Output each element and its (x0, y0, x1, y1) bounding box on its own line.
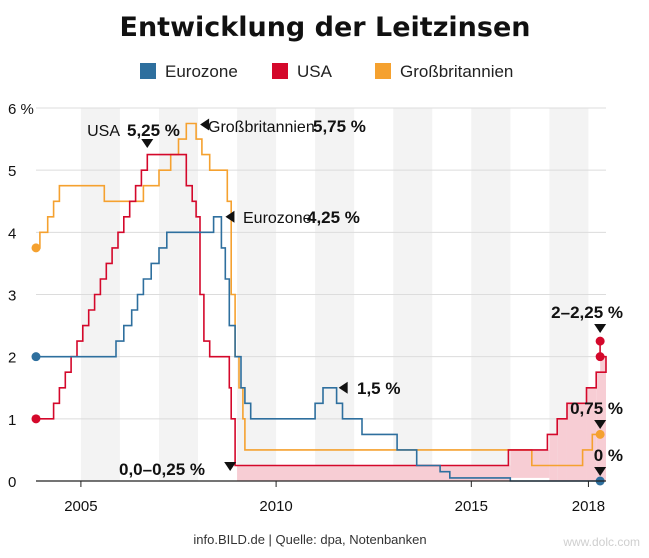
annotation-usa-low-value: 0,0–0,25 % (119, 460, 205, 479)
y-tick-label: 5 (8, 163, 16, 180)
series-marker-2 (595, 429, 605, 439)
annotation-usa-peak-value: 5,25 % (127, 121, 180, 140)
spread-segment (586, 387, 597, 481)
annotation-ez-2011-value: 1,5 % (357, 379, 400, 398)
y-tick-label: 1 (8, 412, 16, 429)
annotation-ez-peak-label: Eurozone (243, 210, 312, 227)
spread-segment (600, 356, 606, 481)
x-tick-label: 2005 (64, 498, 97, 515)
legend-swatch-1 (272, 63, 288, 79)
series-line-großbritannien (36, 122, 601, 467)
legend-label-1: USA (297, 62, 333, 81)
series-line-eurozone (36, 216, 601, 482)
legend-swatch-2 (375, 63, 391, 79)
y-tick-label: 0 (8, 474, 16, 491)
spread-segment (549, 434, 558, 481)
legend-label-0: Eurozone (165, 62, 238, 81)
series-marker-2 (31, 243, 41, 253)
gridlines: 0 1 2 3 4 5 6 % (8, 101, 606, 491)
y-tick-label: 4 (8, 225, 16, 242)
spread-segment (237, 465, 511, 481)
chart-title: Entwicklung der Leitzinsen (120, 12, 531, 43)
annotation-ez-peak-value: 4,25 % (307, 208, 360, 227)
annotation-arrow (594, 467, 607, 476)
series-marker-1 (31, 414, 41, 424)
x-tick-label: 2010 (259, 498, 292, 515)
series-marker-1 (595, 352, 605, 362)
annotation-arrow (594, 420, 607, 429)
watermark: www.dolc.com (562, 535, 640, 549)
y-tick-label: 6 % (8, 101, 34, 118)
y-tick-label: 3 (8, 288, 16, 305)
legend-label-2: Großbritannien (400, 62, 513, 81)
series-markers (31, 243, 605, 486)
spread-segment (566, 403, 587, 481)
annotation-ez-now-value: 0 % (594, 446, 623, 465)
x-tick-label: 2015 (455, 498, 488, 515)
annotation-gb-now-value: 0,75 % (570, 399, 623, 418)
series-line-usa (36, 153, 607, 467)
spread-segment (557, 418, 567, 481)
annotation-gb-peak-value: 5,75 % (313, 117, 366, 136)
spread-segment (510, 449, 550, 478)
legend-swatch-0 (140, 63, 156, 79)
series-marker-1 (595, 336, 605, 346)
series-marker-0 (31, 352, 41, 362)
annotation-arrow (141, 139, 154, 148)
annotation-arrow (594, 324, 607, 333)
axes: 2005 2010 2015 2018 (36, 480, 606, 515)
annotation-arrow (224, 462, 237, 471)
x-tick-label: 2018 (572, 498, 605, 515)
annotation-arrow (225, 210, 235, 223)
y-tick-label: 2 (8, 350, 16, 367)
annotation-arrow (338, 381, 348, 394)
source-credit: info.BILD.de | Quelle: dpa, Notenbanken (193, 532, 426, 547)
annotation-usa-peak-label: USA (87, 123, 120, 140)
annotation-usa-now-value: 2–2,25 % (551, 303, 623, 322)
legend: Eurozone USA Großbritannien (140, 62, 513, 81)
series-lines (36, 122, 607, 482)
annotation-arrow (200, 118, 210, 131)
annotation-gb-peak-label: Großbritannien (208, 119, 315, 136)
